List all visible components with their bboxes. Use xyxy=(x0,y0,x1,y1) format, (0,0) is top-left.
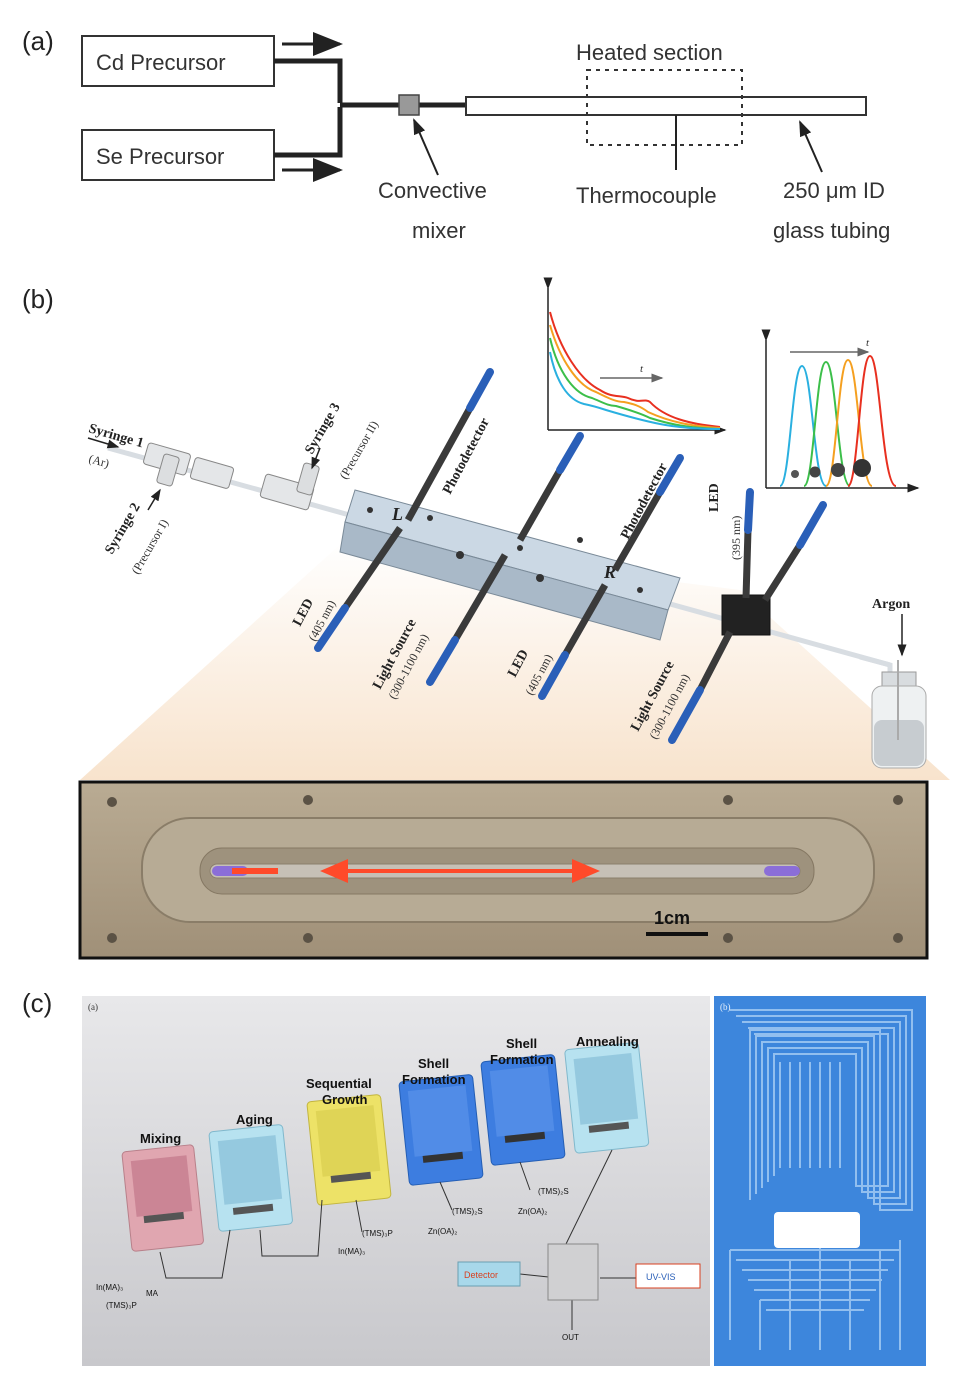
glass-tubing xyxy=(465,96,867,116)
reagent-7: Zn(OA)₂ xyxy=(428,1227,457,1236)
chip-shell-formation-2 xyxy=(480,1054,566,1166)
chip-annealing xyxy=(564,1042,650,1154)
panel-a: (a) Cd Precursor Se Precursor Heated sec… xyxy=(22,26,890,243)
fiber-photodetector-r xyxy=(611,454,684,572)
module-shell-2: Shell xyxy=(506,1036,537,1051)
reactor-block xyxy=(339,489,681,641)
emission-plot: t xyxy=(761,329,920,493)
module-shell-1: Shell xyxy=(418,1056,449,1071)
module-aging: Aging xyxy=(236,1112,273,1127)
led-label-395: LED xyxy=(707,483,722,512)
tubing-pointer xyxy=(799,120,823,173)
syringe2-label: Syringe 2 xyxy=(102,501,143,557)
convective-label-2: mixer xyxy=(412,218,466,243)
se-precursor-box xyxy=(81,129,275,181)
reagent-5: In(MA)₃ xyxy=(338,1247,365,1256)
reagent-4: (TMS)₃P xyxy=(362,1229,393,1238)
end-detector-block xyxy=(721,594,771,636)
convective-mixer xyxy=(398,94,420,116)
module-growth: Growth xyxy=(322,1092,368,1107)
heated-section-box xyxy=(586,69,743,146)
tee-fitting-3 xyxy=(259,462,320,511)
detector-box xyxy=(457,1261,521,1287)
chip-connections xyxy=(159,1149,640,1330)
panel-b: (b) Syringe 1 (Ar) Syringe 2 (Precursor … xyxy=(22,277,950,960)
chip-channel-image: (b) xyxy=(714,996,926,1366)
panel-a-letter: (a) xyxy=(22,26,54,56)
syringe3-label: Syringe 3 xyxy=(302,401,343,457)
argon-vial xyxy=(871,660,927,769)
detector-label: Detector xyxy=(464,1270,498,1280)
panel-b-letter: (b) xyxy=(22,284,54,314)
module-formation-2: Formation xyxy=(490,1052,554,1067)
reagent-6: (TMS)₂S xyxy=(452,1207,483,1216)
absorption-plot: t xyxy=(543,277,727,435)
tubing-label-1: 250 μm ID xyxy=(783,178,885,203)
thermocouple-label: Thermocouple xyxy=(576,183,717,208)
module-formation-1: Formation xyxy=(402,1072,466,1087)
block-l-label: L xyxy=(391,504,403,524)
out-label: OUT xyxy=(562,1333,579,1342)
photodetector-label-r: Photodetector xyxy=(618,461,671,542)
chip-shell-formation-1 xyxy=(398,1074,484,1186)
syringe3-arrow xyxy=(311,447,321,470)
panel-c: (c) (a) Mixing Aging Sequential Growth xyxy=(22,988,926,1366)
fiber-led-395 xyxy=(742,488,754,599)
photodetector-label-l: Photodetector xyxy=(440,416,493,497)
scale-label: 1cm xyxy=(654,908,690,928)
chip-aging xyxy=(208,1124,293,1232)
se-precursor-label: Se Precursor xyxy=(96,144,224,169)
feed-line-se xyxy=(274,107,343,158)
led-395-label: (395 nm) xyxy=(729,516,743,560)
tubing-label-2: glass tubing xyxy=(773,218,890,243)
module-sequential: Sequential xyxy=(306,1076,372,1091)
syringe1-arrow xyxy=(87,437,120,449)
argon-label: Argon xyxy=(872,597,910,612)
reagent-3: MA xyxy=(146,1289,159,1298)
reactor-photo-inset: 1cm xyxy=(78,780,929,960)
fiber-photodetector-l xyxy=(404,368,494,522)
heated-section-label: Heated section xyxy=(576,40,723,65)
convective-pointer xyxy=(413,118,439,176)
fiber-light-source-r xyxy=(668,630,734,744)
panel-c-letter: (c) xyxy=(22,988,52,1018)
absorption-t-label: t xyxy=(640,363,644,375)
reagent-1: In(MA)₃ xyxy=(96,1283,123,1292)
fiber-led-l xyxy=(314,526,403,652)
sub-b-label: (b) xyxy=(720,1002,731,1012)
fiber-light-source-l xyxy=(426,553,509,686)
chip-mixing xyxy=(121,1144,204,1252)
flow-cell xyxy=(547,1243,599,1301)
emission-t-label: t xyxy=(866,337,870,349)
reagent-8: (TMS)₂S xyxy=(538,1187,569,1196)
syringe1-sub: (Ar) xyxy=(87,451,111,470)
syringe2-sub: (Precursor I) xyxy=(128,517,171,577)
module-annealing: Annealing xyxy=(576,1034,639,1049)
tee-fitting-2 xyxy=(189,457,235,489)
sub-a-label: (a) xyxy=(88,1002,98,1012)
feed-line-cd xyxy=(274,58,343,103)
uvvis-box xyxy=(635,1263,701,1289)
tee-fitting-1 xyxy=(143,442,191,487)
syringe2-arrow xyxy=(147,488,161,511)
cd-precursor-box xyxy=(81,35,275,87)
uvvis-label: UV-VIS xyxy=(646,1272,676,1282)
cd-precursor-label: Cd Precursor xyxy=(96,50,226,75)
syringe3-sub: (Precursor II) xyxy=(336,418,381,481)
reagent-9: Zn(OA)₂ xyxy=(518,1207,547,1216)
reagent-2: (TMS)₃P xyxy=(106,1301,137,1310)
chip-sequential-growth xyxy=(306,1094,392,1206)
convective-label-1: Convective xyxy=(378,178,487,203)
fiber-led-r xyxy=(538,583,609,700)
fiber-mid-top xyxy=(516,432,584,542)
fiber-end-upper xyxy=(762,501,827,602)
module-mixing: Mixing xyxy=(140,1131,181,1146)
